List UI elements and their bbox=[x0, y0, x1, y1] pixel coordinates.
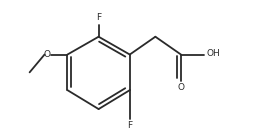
Text: O: O bbox=[177, 83, 185, 92]
Text: F: F bbox=[96, 13, 101, 22]
Text: OH: OH bbox=[206, 49, 220, 58]
Text: O: O bbox=[43, 50, 50, 59]
Text: F: F bbox=[127, 121, 132, 130]
